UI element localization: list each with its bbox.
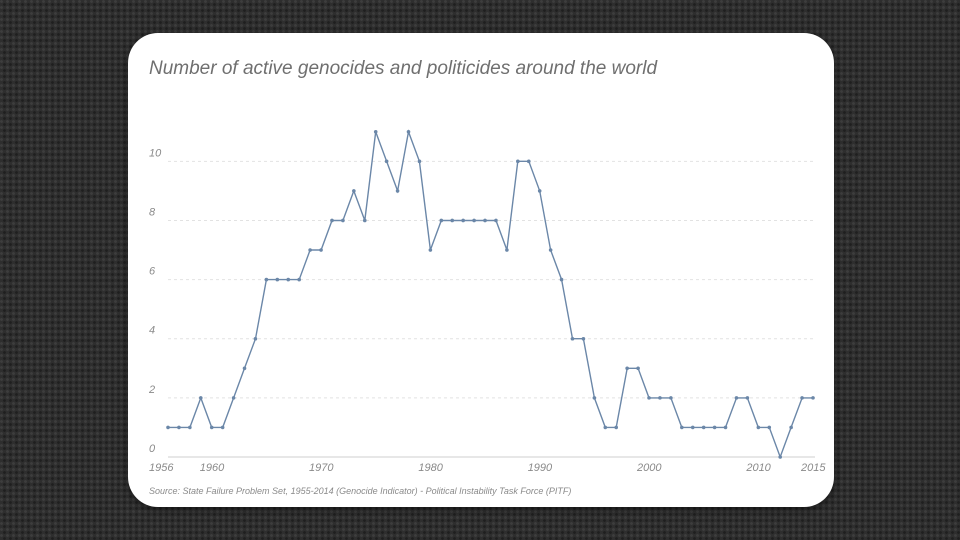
data-point-1981 (439, 218, 444, 223)
chart-source-note: Source: State Failure Problem Set, 1955-… (149, 486, 572, 496)
data-point-1965 (264, 277, 269, 282)
data-point-2004 (690, 425, 695, 430)
x-tick-label: 2010 (745, 462, 771, 473)
data-point-1967 (286, 277, 291, 282)
data-point-1991 (548, 248, 553, 252)
data-point-1976 (384, 159, 389, 164)
series-points (166, 129, 815, 459)
data-point-1999 (636, 366, 640, 371)
x-tick-label: 2015 (800, 462, 826, 473)
x-tick-label: 1956 (149, 462, 174, 473)
data-point-2014 (800, 396, 804, 400)
x-tick-label: 1980 (418, 462, 443, 473)
data-point-1957 (177, 425, 181, 430)
data-point-1972 (341, 218, 345, 223)
data-point-1996 (603, 425, 608, 430)
data-point-1990 (537, 189, 542, 193)
data-point-1974 (362, 218, 367, 223)
data-point-1959 (198, 396, 203, 400)
data-point-1980 (428, 248, 433, 252)
y-tick-label: 6 (149, 266, 156, 278)
data-point-2015 (811, 396, 815, 400)
x-tick-label: 1990 (528, 462, 553, 473)
data-point-1969 (308, 248, 312, 252)
data-point-2008 (734, 396, 739, 400)
chart-card: Number of active genocides and politicid… (128, 33, 834, 507)
data-point-1986 (494, 218, 498, 223)
y-tick-label: 8 (149, 206, 156, 218)
data-point-1979 (417, 159, 422, 164)
x-tick-label: 2000 (636, 462, 662, 473)
chart-plot: 0 2 4 6 8 10 1956 1960 1970 1980 1990 2000 2010 2015 (148, 129, 826, 473)
data-point-1963 (242, 366, 247, 371)
data-point-1998 (625, 366, 629, 371)
data-point-1973 (352, 189, 356, 193)
y-axis-ticks: 0 2 4 6 8 10 (148, 147, 162, 455)
data-point-1958 (188, 425, 192, 430)
data-point-1988 (516, 159, 520, 164)
data-point-1956 (166, 425, 170, 430)
x-axis-ticks: 1956 1960 1970 1980 1990 2000 2010 2015 (149, 462, 826, 473)
y-tick-label: 0 (149, 443, 156, 455)
data-point-2012 (778, 455, 783, 459)
data-point-1971 (330, 218, 334, 223)
data-point-1968 (297, 277, 301, 282)
data-point-1992 (559, 277, 564, 282)
x-tick-label: 1970 (309, 462, 334, 473)
data-point-2006 (712, 425, 717, 430)
data-point-2001 (658, 396, 662, 400)
data-point-1975 (373, 129, 378, 134)
data-point-2009 (745, 396, 750, 400)
y-tick-label: 2 (148, 384, 155, 396)
data-point-1970 (319, 248, 323, 252)
series-line (168, 129, 813, 460)
data-point-2003 (680, 425, 684, 430)
data-point-1993 (570, 336, 575, 341)
data-point-1982 (450, 218, 455, 223)
data-point-2010 (756, 425, 761, 430)
data-point-1984 (472, 218, 476, 223)
data-point-1977 (395, 189, 400, 193)
data-point-2000 (647, 396, 651, 400)
data-point-2005 (701, 425, 706, 430)
data-point-1987 (505, 248, 509, 252)
data-point-2002 (669, 396, 673, 400)
y-tick-label: 10 (149, 147, 162, 159)
y-tick-label: 4 (149, 325, 155, 337)
data-point-1997 (614, 425, 619, 430)
data-point-2007 (723, 425, 728, 430)
x-tick-label: 1960 (200, 462, 225, 473)
data-point-2013 (789, 425, 793, 430)
chart-title: Number of active genocides and politicid… (149, 58, 658, 79)
data-point-1985 (483, 218, 487, 223)
data-point-1966 (275, 277, 280, 282)
data-point-1962 (231, 396, 236, 400)
data-point-1983 (461, 218, 465, 223)
data-point-1994 (581, 336, 586, 341)
gridlines (168, 160, 815, 458)
data-point-1989 (526, 159, 531, 164)
data-point-1995 (592, 396, 597, 400)
data-point-1960 (209, 425, 214, 430)
data-point-1961 (220, 425, 225, 430)
data-point-2011 (767, 425, 772, 430)
data-point-1964 (253, 336, 258, 341)
data-point-1978 (406, 129, 411, 134)
